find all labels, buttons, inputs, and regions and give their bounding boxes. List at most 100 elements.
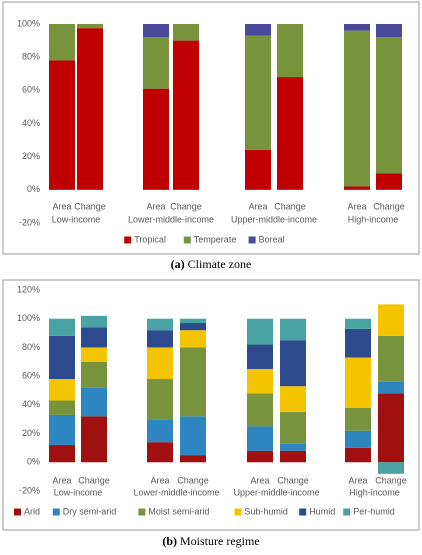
x-tick-label: Change (170, 201, 202, 211)
bar-segment (49, 400, 75, 415)
y-tick-label: 80% (22, 52, 40, 62)
legend-swatch (52, 508, 60, 516)
caption-text: Climate zone (188, 257, 252, 271)
legend-swatch (248, 236, 256, 244)
group-label: Lower-middle-income (128, 214, 214, 224)
bar-segment (143, 24, 169, 38)
bar-segment (280, 386, 306, 413)
bar-segment (280, 443, 306, 451)
bar-segment (81, 387, 107, 417)
bar-segment (180, 347, 206, 417)
y-tick-label: 20% (22, 428, 40, 438)
x-tick-label: Change (177, 475, 209, 485)
bar-segment (378, 462, 404, 474)
bar-segment (147, 442, 173, 463)
bar-segment (344, 30, 370, 187)
panel-frame (2, 1, 420, 255)
legend-swatch (183, 236, 191, 244)
bar-segment (344, 24, 370, 31)
x-tick-label: Change (78, 475, 110, 485)
group-label: Lower-middle-income (133, 487, 219, 497)
caption: (b) Moisture regime (162, 534, 259, 548)
bar-segment (147, 419, 173, 443)
legend-label: Boreal (259, 234, 285, 244)
legend-label: Humid (309, 506, 335, 516)
bar-segment (378, 393, 404, 463)
bar-segment (180, 323, 206, 331)
bar-segment (247, 318, 273, 345)
bar-segment (247, 368, 273, 394)
x-tick-label: Area (248, 201, 267, 211)
bar-segment (77, 24, 103, 29)
legend-swatch (14, 508, 21, 516)
legend-label: Arid (24, 506, 40, 516)
bar-segment (147, 330, 173, 348)
x-tick-label: Change (373, 201, 405, 211)
legend-swatch (234, 508, 242, 516)
x-tick-label: Area (347, 201, 366, 211)
bar-segment (49, 24, 75, 61)
bar-segment (345, 328, 371, 358)
bar-segment (376, 24, 402, 38)
bar-segment (81, 327, 107, 348)
bar-segment (280, 318, 306, 341)
bar-segment (345, 407, 371, 431)
bar-segment (376, 173, 402, 190)
x-tick-label: Area (348, 475, 367, 485)
bar-segment (277, 77, 303, 190)
legend-label: Sub-humid (244, 506, 288, 516)
bar-segment (173, 24, 199, 41)
bar-segment (247, 426, 273, 451)
bar-segment (280, 450, 306, 463)
bar-segment (247, 344, 273, 369)
bar-segment (180, 318, 206, 324)
x-tick-label: Area (52, 475, 71, 485)
legend-label: Dry semi-arid (63, 506, 117, 516)
y-tick-label: -20% (19, 217, 40, 227)
bar-segment (49, 318, 75, 336)
bar-segment (277, 24, 303, 78)
bar-segment (345, 430, 371, 448)
x-tick-label: Area (146, 201, 165, 211)
x-tick-label: Area (250, 475, 269, 485)
group-label: Upper-middle-income (233, 487, 319, 497)
y-tick-label: -20% (19, 485, 40, 495)
bar-segment (49, 60, 75, 190)
y-tick-label: 0% (27, 457, 40, 467)
group-label: Low-income (54, 487, 103, 497)
x-tick-label: Change (274, 201, 306, 211)
bar-segment (345, 318, 371, 329)
bar-segment (180, 455, 206, 463)
bar-segment (378, 304, 404, 336)
y-tick-label: 80% (22, 342, 40, 352)
bar-segment (180, 330, 206, 348)
panel-frame (2, 279, 420, 531)
group-label: Upper-middle-income (231, 214, 317, 224)
bar-segment (376, 37, 402, 174)
legend-label: Moist semi-arid (148, 506, 209, 516)
y-tick-label: 40% (22, 399, 40, 409)
y-tick-label: 0% (27, 184, 40, 194)
x-tick-label: Change (375, 475, 407, 485)
bar-segment (280, 412, 306, 444)
bar-segment (245, 24, 271, 36)
legend-swatch (124, 236, 132, 244)
y-tick-label: 120% (17, 284, 40, 294)
group-label: High-income (348, 214, 399, 224)
bar-segment (49, 379, 75, 401)
caption-label: (a) (171, 257, 185, 271)
bar-segment (147, 379, 173, 420)
bar-segment (173, 40, 199, 190)
bar-segment (49, 335, 75, 380)
caption: (a) Climate zone (171, 257, 252, 271)
y-tick-label: 20% (22, 151, 40, 161)
bar-segment (247, 393, 273, 427)
bar-segment (280, 340, 306, 387)
legend-swatch (299, 508, 307, 516)
bar-segment (247, 450, 273, 463)
bar-segment (147, 318, 173, 331)
x-tick-label: Area (150, 475, 169, 485)
legend-label: Temperate (194, 234, 237, 244)
bar-segment (49, 445, 75, 463)
